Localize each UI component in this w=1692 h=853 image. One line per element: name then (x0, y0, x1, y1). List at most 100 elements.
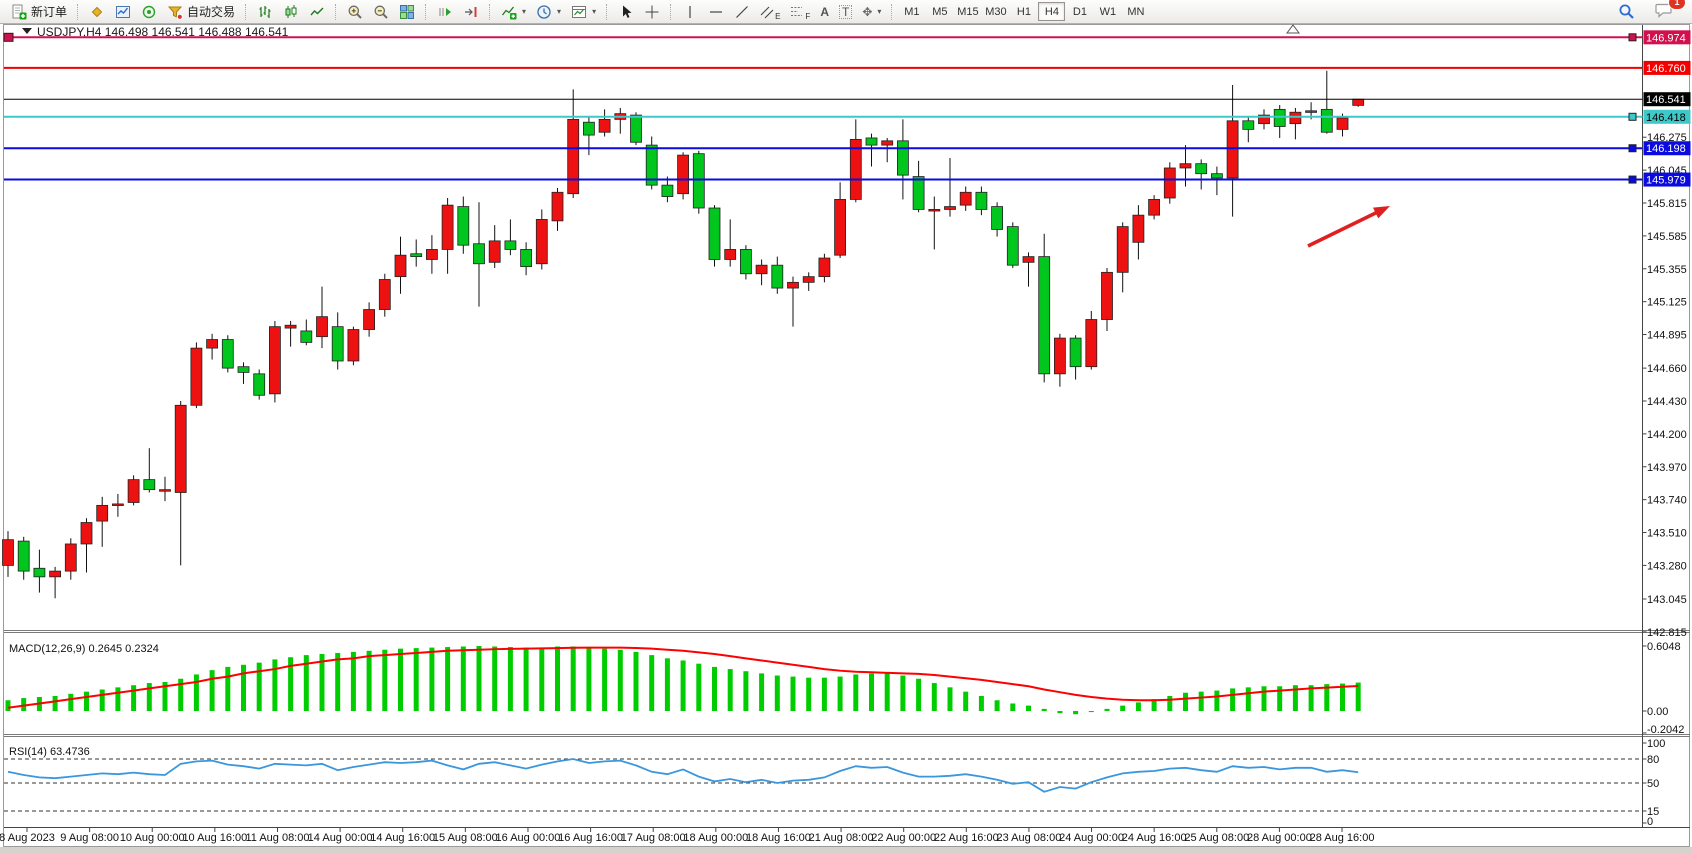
axis-label: 28 Aug 16:00 (1310, 832, 1375, 844)
macd-histogram-bar (712, 666, 717, 711)
timeframe-m5[interactable]: M5 (926, 2, 953, 21)
macd-histogram-bar (1308, 685, 1314, 711)
macd-histogram-bar (1151, 699, 1157, 711)
cursor-tool-icon[interactable] (613, 2, 639, 22)
line-handle[interactable] (1628, 144, 1637, 153)
timeframe-h4[interactable]: H4 (1038, 2, 1066, 21)
search-icon[interactable] (1613, 2, 1640, 22)
arrows-tool-icon[interactable]: ✥ ▾ (857, 2, 886, 22)
macd-histogram-bar (366, 650, 372, 711)
axis-label: 25 Aug 08:00 (1184, 832, 1249, 844)
candle (473, 202, 485, 307)
candle (551, 187, 564, 231)
toolbar-separator (425, 3, 427, 20)
candle (1006, 222, 1019, 269)
symbol-dropdown-icon[interactable] (22, 28, 32, 34)
new-order-button[interactable]: 新订单 (6, 2, 72, 22)
candle (959, 186, 972, 211)
macd-histogram-bar (664, 658, 670, 711)
macd-histogram-bar (241, 664, 246, 711)
macd-histogram-bar (382, 649, 388, 711)
axis-label: 144.895 (1647, 330, 1687, 342)
timeframe-w1[interactable]: W1 (1094, 2, 1121, 21)
candle (645, 136, 658, 190)
macd-histogram-bar (398, 648, 403, 711)
macd-histogram-bar (1135, 702, 1141, 711)
axis-label: 146.275 (1647, 132, 1687, 144)
timeframe-buttons: M1 M5 M15 M30 H1 H4 D1 W1 MN (898, 2, 1149, 21)
axis-label: 146.198 (1646, 143, 1686, 155)
macd-histogram-bar (1041, 708, 1047, 711)
chart-shift-icon[interactable] (458, 2, 484, 22)
candle (112, 493, 124, 517)
axis-label: 8 Aug 2023 (0, 832, 55, 844)
macd-histogram-bar (1340, 683, 1345, 711)
candle (1273, 105, 1286, 138)
zoom-in-icon[interactable] (342, 2, 368, 22)
panel-separators (4, 25, 1690, 828)
trendline-tool-icon[interactable] (729, 2, 755, 22)
chart-shift-marker[interactable] (1286, 24, 1300, 34)
macd-histogram-bar (335, 652, 341, 711)
axis-label: 28 Aug 00:00 (1247, 832, 1312, 844)
fibonacci-tool-icon[interactable]: F (785, 2, 815, 22)
candle (268, 320, 281, 403)
candle (1085, 310, 1098, 370)
candle (206, 333, 219, 360)
zoom-out-icon[interactable] (368, 2, 394, 22)
text-tool-icon[interactable]: A (815, 2, 834, 22)
candle (1258, 109, 1270, 130)
candle (849, 119, 862, 203)
line-handle[interactable] (1628, 112, 1637, 121)
axis-label: 10 Aug 16:00 (182, 832, 247, 844)
text-label-tool-icon[interactable]: T (834, 2, 857, 22)
trend-arrow-annotation[interactable] (1307, 206, 1390, 248)
price-axis: 146.275146.045145.815145.585145.355145.1… (1642, 132, 1687, 639)
macd-histogram-bar (21, 698, 27, 711)
timeframe-m15[interactable]: M15 (954, 2, 981, 21)
line-handle[interactable] (1628, 175, 1637, 184)
tile-windows-icon[interactable] (394, 2, 420, 22)
timeframe-d1[interactable]: D1 (1066, 2, 1093, 21)
candle (692, 150, 705, 214)
candle (2, 531, 14, 577)
axis-label: 24 Aug 16:00 (1122, 832, 1187, 844)
candle (1195, 159, 1208, 190)
expert-advisor-icon[interactable] (110, 2, 136, 22)
macd-histogram-bar (680, 660, 686, 711)
vertical-line-tool-icon[interactable] (677, 2, 703, 22)
templates-menu-icon[interactable]: ▾ (566, 2, 601, 22)
axis-label: 16 Aug 16:00 (558, 832, 623, 844)
auto-scroll-icon[interactable] (432, 2, 458, 22)
axis-label: 146.541 (1646, 94, 1686, 106)
timeframe-m1[interactable]: M1 (898, 2, 925, 21)
line-handle[interactable] (1628, 33, 1637, 42)
candlestick-mode-icon[interactable] (278, 2, 304, 22)
axis-label: 144.430 (1647, 396, 1687, 408)
axis-label: 145.125 (1647, 297, 1687, 309)
timeframe-h1[interactable]: H1 (1010, 2, 1037, 21)
favorites-icon[interactable] (84, 2, 110, 22)
horizontal-line-tool-icon[interactable] (703, 2, 729, 22)
macd-histogram-bar (900, 675, 906, 711)
macd-histogram-bar (1010, 703, 1016, 711)
auto-trading-button[interactable]: 自动交易 (162, 2, 240, 22)
crosshair-tool-icon[interactable] (639, 2, 665, 22)
macd-histogram-bar (727, 669, 733, 711)
timeframe-m30[interactable]: M30 (982, 2, 1009, 21)
timeframe-mn[interactable]: MN (1122, 2, 1149, 21)
bar-chart-mode-icon[interactable] (252, 2, 278, 22)
line-handle[interactable] (3, 32, 14, 42)
macd-histogram-bar (1167, 695, 1173, 711)
candle (284, 320, 297, 347)
candle (677, 152, 689, 200)
channel-tool-icon[interactable]: E (755, 2, 785, 22)
indicators-menu-icon[interactable]: ▾ (496, 2, 531, 22)
periods-menu-icon[interactable]: ▾ (531, 2, 566, 22)
signals-icon[interactable] (136, 2, 162, 22)
candle (787, 276, 799, 327)
line-chart-mode-icon[interactable] (304, 2, 330, 22)
macd-histogram-bar (1026, 705, 1031, 711)
macd-histogram-bar (1230, 688, 1236, 711)
axis-label: 50 (1647, 778, 1659, 790)
